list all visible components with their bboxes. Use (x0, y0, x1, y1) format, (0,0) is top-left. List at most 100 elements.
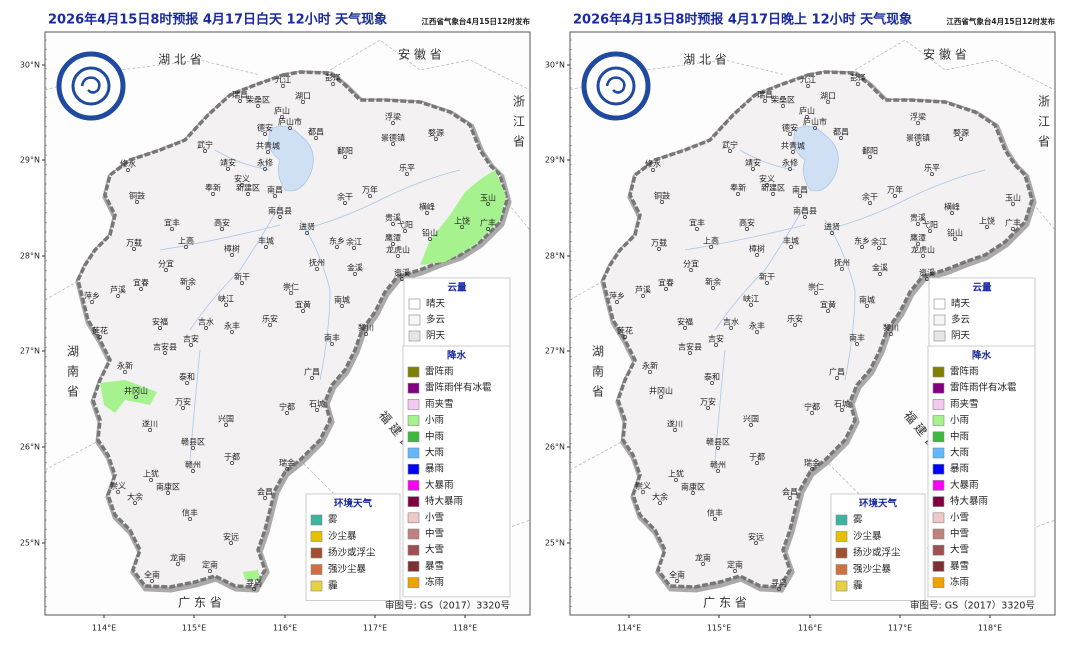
city-label: 贵溪 (910, 213, 926, 223)
map-panel: 2026年4月15日8时预报 4月17日晚上 12小时 天气现象 江西省气象台4月… (545, 12, 1056, 633)
city-dot (240, 281, 244, 285)
city-dot (805, 115, 809, 119)
city-dot (751, 167, 755, 171)
city-dot (158, 326, 162, 330)
lat-label: 27°N (545, 347, 565, 356)
legend-label: 小雪 (425, 512, 444, 523)
city-dot (252, 587, 256, 591)
lon-label: 115°E (707, 624, 731, 633)
city-label: 宁都 (279, 402, 295, 412)
city-dot (716, 469, 720, 473)
city-dot (230, 253, 234, 257)
city-dot (928, 229, 932, 233)
city-dot (133, 501, 137, 505)
city-label: 上犹 (143, 469, 159, 479)
city-label: 共青城 (256, 141, 280, 151)
city-label: 南丰 (324, 333, 340, 343)
legend-swatch (932, 431, 945, 443)
city-label: 定南 (727, 560, 743, 570)
city-label: 万年 (887, 185, 903, 195)
city-dot (428, 237, 432, 241)
city-label: 浮梁 (910, 112, 926, 122)
city-label: 宜丰 (689, 218, 705, 228)
city-dot (814, 291, 818, 295)
city-label: 庐山市 (803, 117, 827, 127)
city-label: 赣州 (710, 460, 726, 470)
city-label: 赣州 (185, 460, 201, 470)
city-dot (840, 267, 844, 271)
city-label: 高安 (214, 218, 230, 228)
legend-swatch (407, 528, 420, 540)
city-dot (405, 172, 409, 176)
lat-label: 29°N (20, 156, 40, 165)
city-dot (695, 227, 699, 231)
city-dot (749, 303, 753, 307)
city-label: 分宜 (158, 259, 174, 269)
map-number: 审图号: GS（2017）3320号 (385, 600, 510, 612)
city-label: 崇仁 (808, 282, 824, 292)
city-dot (116, 490, 120, 494)
legend-swatch (835, 531, 848, 542)
legend-swatch (932, 382, 945, 394)
city-label: 庐山市 (278, 117, 302, 127)
city-label: 资溪 (919, 268, 935, 278)
lon-label: 117°E (363, 624, 387, 633)
legend-label: 晴天 (951, 298, 971, 310)
city-dot (238, 99, 242, 103)
city-label: 新余 (705, 277, 721, 287)
city-dot (865, 304, 869, 308)
legend-label: 冻雨 (425, 576, 444, 588)
city-dot (335, 245, 339, 249)
city-label: 宜丰 (164, 218, 180, 228)
city-dot (280, 115, 284, 119)
jiangxi-region (601, 70, 1034, 589)
city-dot (281, 84, 285, 88)
legend-label: 沙尘暴 (328, 531, 357, 542)
city-label: 安福 (152, 317, 168, 327)
legend-swatch (932, 366, 945, 378)
city-label: 吉安县 (153, 342, 177, 352)
city-label: 铜鼓 (654, 191, 670, 201)
city-dot (789, 245, 793, 249)
city-dot (916, 121, 920, 125)
province-label: 湖南省 (66, 344, 80, 405)
city-dot (788, 167, 792, 171)
legend-label: 中雪 (425, 528, 444, 540)
legend-swatch (932, 480, 945, 491)
legend-swatch (835, 580, 848, 592)
city-label: 共青城 (781, 141, 805, 151)
city-dot (701, 562, 705, 566)
city-label: 莲花 (617, 326, 633, 336)
city-label: 峡江 (218, 294, 234, 304)
city-dot (710, 381, 714, 385)
city-dot (204, 326, 208, 330)
legend-title: 云量 (447, 282, 467, 294)
legend-box (830, 493, 926, 601)
city-label: 乐平 (399, 163, 415, 173)
city-dot (340, 304, 344, 308)
lon-label: 115°E (182, 624, 206, 633)
city-dot (810, 467, 814, 471)
legend-label: 大雨 (425, 447, 444, 459)
city-dot (683, 326, 687, 330)
city-dot (889, 332, 893, 336)
jiangxi-region (76, 70, 509, 589)
legend-title: 环境天气 (334, 498, 373, 510)
legend-swatch (407, 431, 420, 443)
city-dot (229, 541, 233, 545)
legend-swatch (407, 512, 420, 524)
city-dot (755, 461, 759, 465)
city-dot (765, 183, 769, 187)
city-dot (425, 211, 429, 215)
city-label: 铜鼓 (129, 191, 145, 201)
city-label: 德安 (257, 123, 273, 133)
legend-swatch (932, 577, 945, 588)
city-dot (188, 517, 192, 521)
city-dot (263, 132, 267, 136)
legend-swatch (835, 514, 848, 526)
city-label: 井冈山 (124, 386, 148, 396)
city-label: 樟树 (749, 244, 765, 254)
city-label: 于都 (224, 453, 240, 462)
city-dot (191, 446, 195, 450)
city-label: 赣县区 (706, 437, 730, 447)
